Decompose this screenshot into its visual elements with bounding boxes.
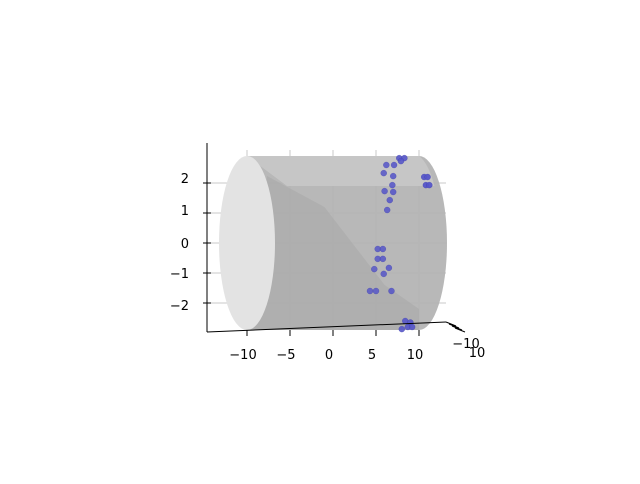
scatter-point [385,264,393,272]
scatter-point [380,270,387,278]
z-tick-label: −2 [170,299,189,314]
x-tick-label: 10 [407,348,424,363]
scatter-point [408,323,416,331]
z-tick-label: 0 [181,237,189,252]
scatter-point [383,206,391,214]
scatter-point [383,161,390,169]
z-tick-label: 2 [181,172,189,187]
scatter-point [390,161,398,169]
scatter-point [381,187,388,195]
y-tick-mark [445,321,457,327]
scatter-point [386,196,394,204]
scatter-point [388,287,395,295]
scatter-point [397,157,405,165]
scatter-point [389,172,397,180]
y-tick-label: −10 [452,337,479,352]
scatter-point [389,181,396,189]
scatter-point [379,255,387,263]
scatter-point [372,287,380,295]
scatter-points [366,154,433,333]
y-tick-label: 10 [469,346,486,361]
x-tick-label: 5 [368,348,376,363]
z-tick-label: 1 [181,204,189,219]
scatter-point [389,188,397,196]
scatter-point [398,325,406,333]
y-tick-mark [451,325,463,331]
cylinder-surface [219,156,447,330]
scatter-point [379,245,387,253]
cylinder-end-cap [219,156,275,330]
x-tick-label: −10 [229,348,256,363]
scatter-point [424,173,431,181]
x-tick-label: 0 [325,348,333,363]
scatter-point [380,169,387,177]
scatter-point [371,265,378,273]
y-tick-mark [454,327,466,333]
axes-layer [203,143,466,336]
scatter-point [426,181,433,189]
y-tick-mark [448,323,460,329]
z-tick-label: −1 [170,267,189,282]
x-tick-label: −5 [276,348,295,363]
scatter-point [366,287,374,295]
